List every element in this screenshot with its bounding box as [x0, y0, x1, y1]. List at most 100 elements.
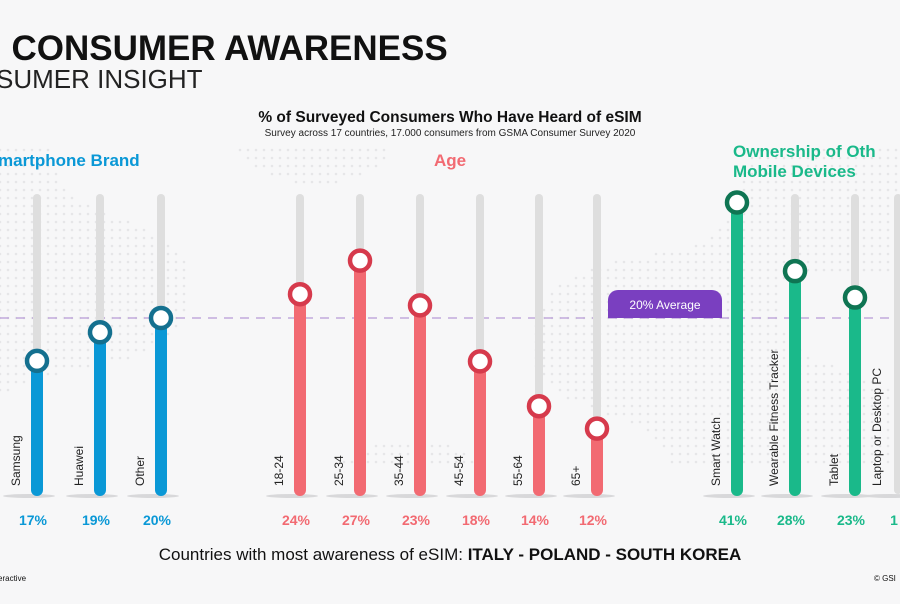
- map-dot: [766, 388, 770, 392]
- map-dot: [766, 292, 770, 296]
- map-dot: [774, 244, 778, 248]
- map-dot: [606, 324, 610, 328]
- map-dot: [774, 156, 778, 160]
- map-dot: [134, 300, 138, 304]
- map-dot: [894, 164, 898, 168]
- map-dot: [454, 460, 458, 464]
- map-dot: [558, 324, 562, 328]
- map-dot: [710, 420, 714, 424]
- map-dot: [54, 268, 58, 272]
- map-dot: [30, 276, 34, 280]
- map-dot: [862, 236, 866, 240]
- map-dot: [550, 300, 554, 304]
- map-dot: [174, 324, 178, 328]
- map-dot: [590, 340, 594, 344]
- map-dot: [126, 220, 130, 224]
- map-dot: [702, 404, 706, 408]
- map-dot: [846, 252, 850, 256]
- map-dot: [46, 148, 50, 152]
- map-dot: [622, 276, 626, 280]
- map-dot: [662, 268, 666, 272]
- bar-knob: [724, 190, 750, 215]
- map-dot: [750, 148, 754, 152]
- map-dot: [86, 212, 90, 216]
- bar-shadow: [386, 494, 438, 498]
- map-dot: [798, 236, 802, 240]
- map-dot: [766, 244, 770, 248]
- map-dot: [622, 388, 626, 392]
- map-dot: [694, 340, 698, 344]
- map-dot: [686, 268, 690, 272]
- map-dot: [894, 156, 898, 160]
- map-dot: [0, 332, 2, 336]
- map-dot: [574, 284, 578, 288]
- map-dot: [142, 300, 146, 304]
- map-dot: [718, 356, 722, 360]
- map-dot: [390, 444, 394, 448]
- map-dot: [782, 228, 786, 232]
- map-dot: [550, 348, 554, 352]
- map-dot: [46, 244, 50, 248]
- average-badge: [608, 290, 722, 318]
- map-dot: [334, 172, 338, 176]
- map-dot: [846, 180, 850, 184]
- map-dot: [118, 292, 122, 296]
- map-dot: [766, 180, 770, 184]
- map-dot: [726, 284, 730, 288]
- map-dot: [766, 156, 770, 160]
- map-dot: [806, 164, 810, 168]
- map-dot: [614, 340, 618, 344]
- map-dot: [614, 396, 618, 400]
- map-dot: [742, 324, 746, 328]
- map-dot: [862, 452, 866, 456]
- map-dot: [862, 212, 866, 216]
- map-dot: [726, 444, 730, 448]
- map-dot: [822, 388, 826, 392]
- map-dot: [814, 452, 818, 456]
- map-dot: [710, 324, 714, 328]
- map-dot: [14, 196, 18, 200]
- map-dot: [878, 196, 882, 200]
- map-dot: [550, 372, 554, 376]
- map-dot: [718, 388, 722, 392]
- map-dot: [742, 236, 746, 240]
- map-dot: [694, 428, 698, 432]
- map-dot: [14, 324, 18, 328]
- map-dot: [86, 260, 90, 264]
- map-dot: [742, 380, 746, 384]
- map-dot: [342, 460, 346, 464]
- map-dot: [718, 324, 722, 328]
- map-dot: [86, 292, 90, 296]
- category-label: 25-34: [332, 455, 346, 486]
- map-dot: [718, 268, 722, 272]
- map-dot: [62, 308, 66, 312]
- map-dot: [606, 268, 610, 272]
- map-dot: [838, 212, 842, 216]
- map-dot: [774, 348, 778, 352]
- map-dot: [774, 196, 778, 200]
- map-dot: [806, 188, 810, 192]
- map-dot: [758, 180, 762, 184]
- map-dot: [718, 340, 722, 344]
- map-dot: [30, 156, 34, 160]
- map-dot: [838, 372, 842, 376]
- map-dot: [286, 164, 290, 168]
- map-dot: [126, 332, 130, 336]
- map-dot: [846, 460, 850, 464]
- map-dot: [870, 260, 874, 264]
- map-dot: [758, 244, 762, 248]
- map-dot: [678, 388, 682, 392]
- map-dot: [782, 388, 786, 392]
- map-dot: [750, 260, 754, 264]
- map-dot: [118, 332, 122, 336]
- map-dot: [822, 380, 826, 384]
- map-dot: [318, 156, 322, 160]
- map-dot: [830, 172, 834, 176]
- map-dot: [718, 244, 722, 248]
- map-dot: [742, 452, 746, 456]
- map-dot: [830, 460, 834, 464]
- map-dot: [766, 420, 770, 424]
- map-dot: [806, 212, 810, 216]
- map-dot: [38, 148, 42, 152]
